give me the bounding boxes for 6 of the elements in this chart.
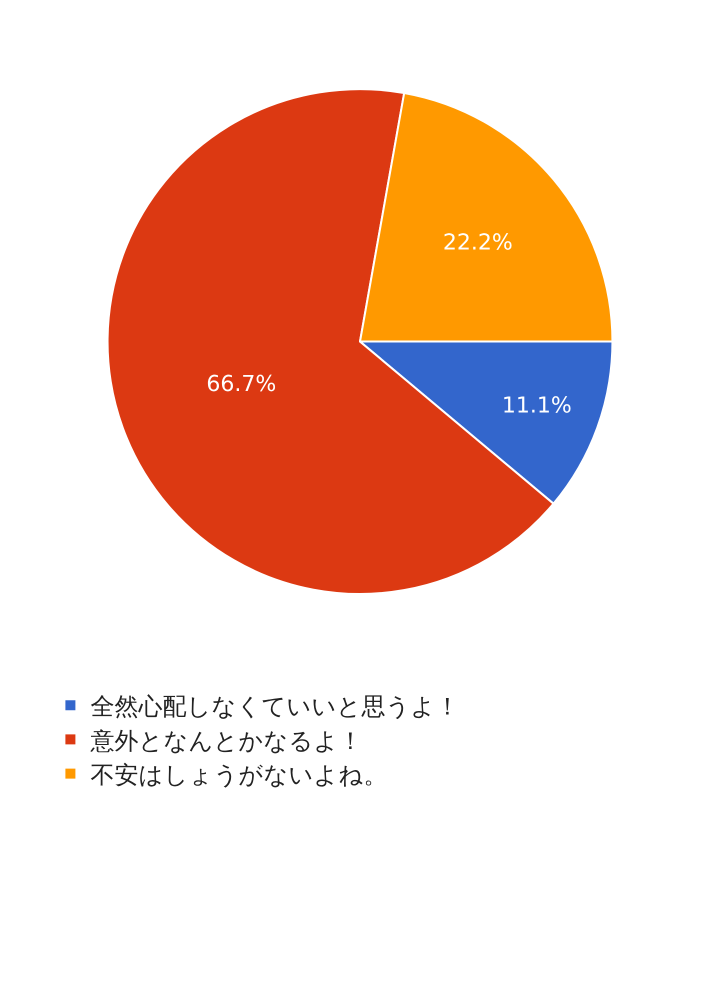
data-label: 66.7% [206,372,276,398]
data-label: 11.1% [502,393,572,418]
legend-label: 全然心配しなくていいと思うよ！ [90,692,460,721]
data-label: 22.2% [442,230,513,256]
legend-label: 不安はしょうがないよね。 [90,760,388,789]
legend-label: 意外となんとかなるよ！ [89,726,362,755]
